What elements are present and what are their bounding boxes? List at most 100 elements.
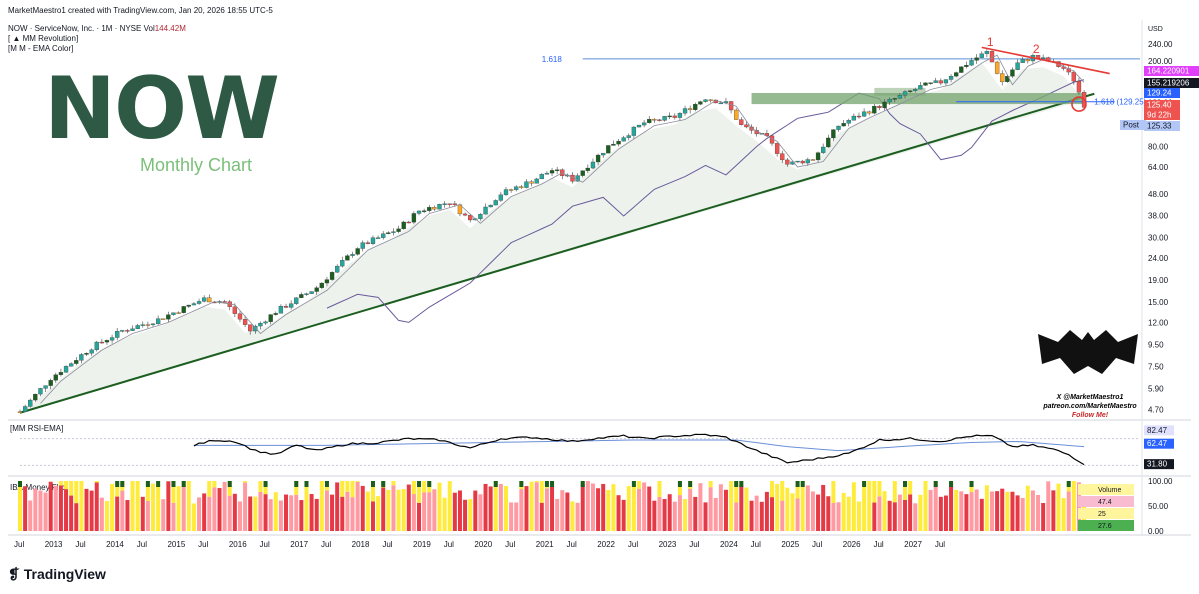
flux-bar [662,499,667,531]
flux-bar [764,491,769,531]
flux-bar-green [171,481,176,487]
flux-bar [626,486,631,531]
watermark-line2: patreon.com/MarketMaestro [1043,403,1137,410]
flux-bar [370,501,375,531]
indicator-ema-color[interactable]: [M M - EMA Color] [8,44,74,53]
flux-bar-yellow [637,481,642,489]
wave-label-2: 2 [1033,42,1040,56]
candle-body [74,360,79,364]
candle-body [846,120,851,124]
flux-bar [1000,488,1005,531]
flux-bar-green [417,481,422,487]
flux-bar [309,494,314,531]
flux-bar [596,488,601,531]
flux-bar [94,482,99,531]
candle-body [329,272,335,280]
candle-body [155,318,161,325]
flux-bar [897,494,902,531]
candle-body [519,186,524,188]
time-axis-tick: 2025 [781,540,799,549]
flux-bar-yellow [729,481,734,500]
candle-body [948,75,954,80]
flux-bar [284,494,289,531]
candle-body [33,393,38,401]
flux-bar-yellow [657,481,662,497]
candle-body [826,137,831,148]
rsi-tag-bg [1144,438,1174,449]
flux-axis-tick: 100.00 [1148,477,1173,486]
flux-bar [89,490,94,531]
flux-bar [432,489,437,531]
flux-bar [401,489,406,531]
flux-legend-label: 47.4 [1098,499,1112,506]
indicator-mm-revolution[interactable]: [ ▲ MM Revolution] [8,34,79,43]
flux-bar [43,492,48,531]
flux-bar-yellow [903,481,908,500]
candle-body [176,312,181,314]
flux-bar [324,490,329,531]
candle-body [514,186,519,190]
flux-bar-green [933,481,938,487]
flux-bar [928,489,933,531]
candle-body [181,306,186,313]
price-tag-bg [1144,121,1180,131]
candle-body [237,313,243,320]
flux-bar [23,486,28,531]
flux-bar [360,485,365,531]
flux-bar [396,489,401,531]
price-axis-tick: 80.00 [1148,142,1169,151]
flux-bar [161,499,166,531]
flux-bar [304,490,309,531]
time-axis-tick: Jul [505,540,515,549]
flux-bar [437,482,442,531]
flux-bar [688,488,693,531]
candle-body [248,324,253,332]
time-axis-tick: Jul [321,540,331,549]
flux-bar [539,502,544,531]
tradingview-logo[interactable]: ❡ TradingView [8,566,106,583]
flux-bar [759,501,764,531]
flux-axis-tick: 50.00 [1148,502,1169,511]
flux-bar [964,494,969,531]
created-by-line: MarketMaestro1 created with TradingView.… [8,6,273,15]
price-axis-tick: 24.00 [1148,254,1169,263]
candle-body [493,200,498,206]
flux-bar [703,502,708,531]
flux-bar [672,501,677,531]
candle-body [575,175,580,182]
flux-bar [253,496,258,531]
flux-bar [949,482,954,531]
flux-bar [355,481,360,531]
price-axis-tick: 48.00 [1148,190,1169,199]
flux-legend-swatch [1078,496,1134,507]
price-tag-label: 125.33 [1147,122,1172,131]
flux-bar [263,494,268,531]
time-axis-tick: Jul [751,540,761,549]
flux-bar-green [677,481,682,487]
flux-bar [125,500,130,531]
flux-bar-green [903,481,908,487]
flux-bar-green [580,481,585,487]
tradingview-name: TradingView [23,566,106,582]
flux-bar-green [145,481,150,487]
candle-body [335,265,340,273]
symbol-text[interactable]: NOW · ServiceNow, Inc. · 1M · NYSE [8,24,142,33]
flux-bar [846,496,851,531]
flux-bar [197,497,202,531]
flux-bar [84,488,89,531]
flux-bar-yellow [212,481,217,488]
candle-body [150,323,156,326]
watermark-text: X @MarketMaestro1 patreon.com/MarketMaes… [1040,393,1140,420]
support-zone [751,92,1085,105]
flux-bar [473,490,478,531]
flux-bar [708,487,713,531]
candle-body [810,159,816,161]
price-tag-bg [1120,120,1146,130]
time-axis-tick: Jul [75,540,85,549]
flux-bar [345,491,350,531]
flux-bar-green [493,481,498,487]
flux-bar-yellow [130,481,135,504]
flux-bar-yellow [74,481,79,504]
flux-bar-yellow [94,481,99,483]
candle-body [549,170,555,174]
